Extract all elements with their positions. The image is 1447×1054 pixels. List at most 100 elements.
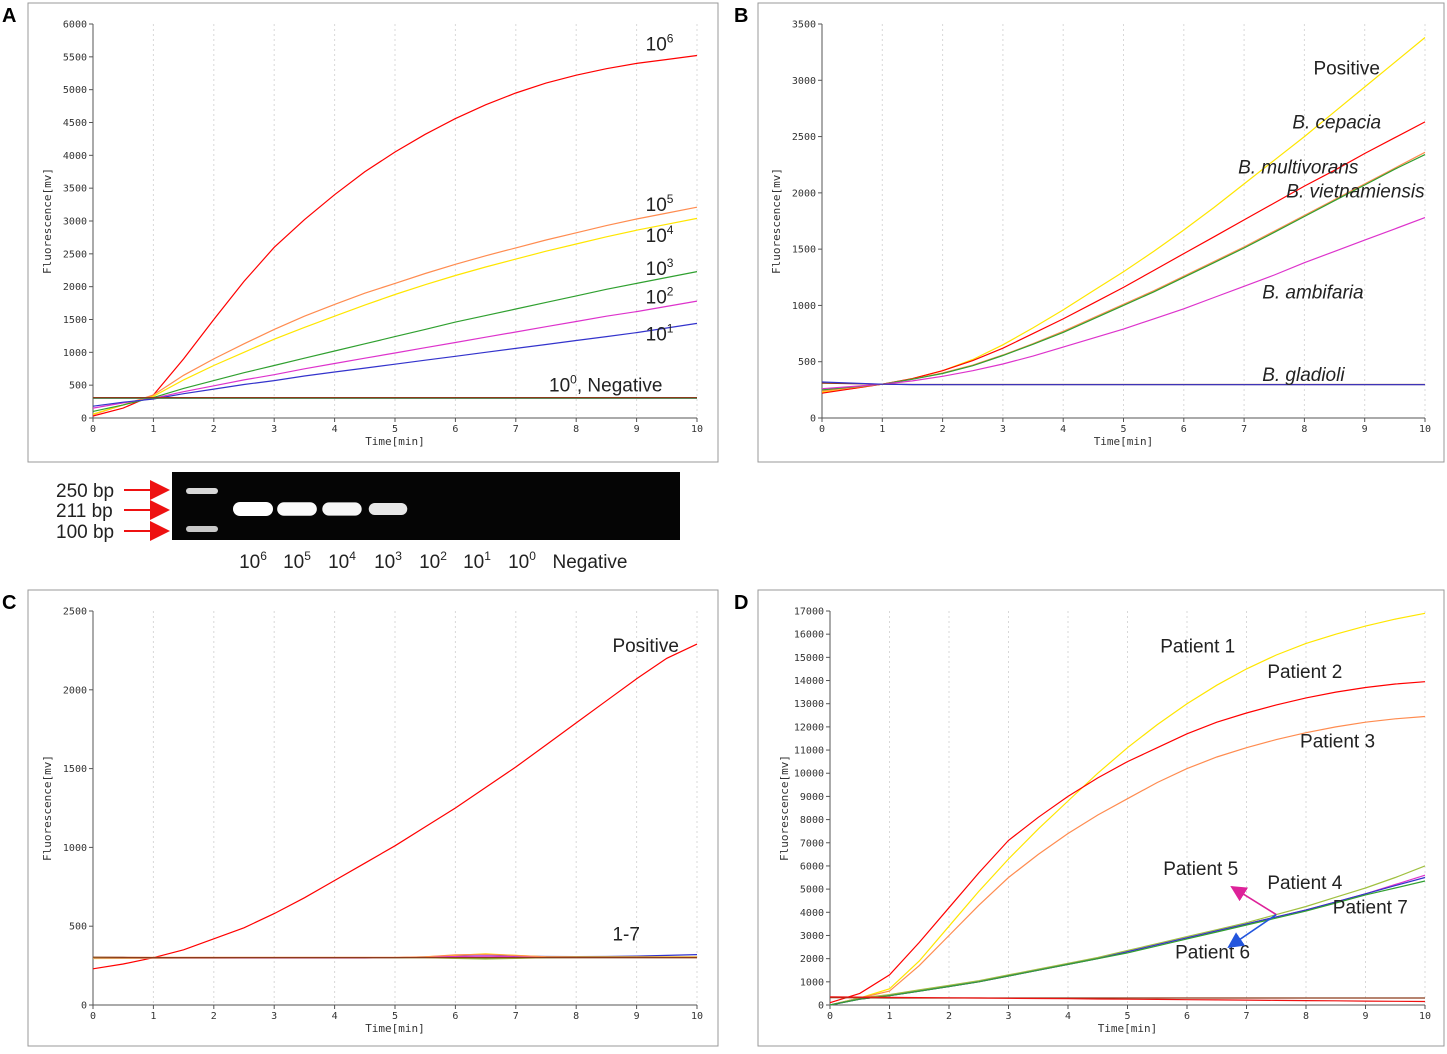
gel-sample-band [369, 503, 408, 515]
series-annotation: Positive [1313, 59, 1380, 80]
y-tick-label: 1000 [800, 977, 824, 988]
x-tick-label: 8 [1303, 1011, 1309, 1022]
y-tick-label: 6000 [800, 861, 824, 872]
y-tick-label: 9000 [800, 792, 824, 803]
gel-sample-band [322, 502, 361, 515]
y-tick-label: 8000 [800, 815, 824, 826]
x-tick-label: 2 [211, 424, 217, 435]
x-tick-label: 7 [513, 1011, 519, 1022]
gel-marker-label: 250 bp [56, 481, 114, 502]
panel-letter-c: C [2, 592, 16, 614]
x-tick-label: 3 [1000, 424, 1006, 435]
y-tick-label: 500 [69, 381, 87, 392]
x-tick-label: 3 [271, 1011, 277, 1022]
y-tick-label: 16000 [794, 630, 824, 641]
y-tick-label: 5000 [800, 885, 824, 896]
x-tick-label: 2 [211, 1011, 217, 1022]
x-axis-label: Time[min] [1098, 1022, 1158, 1035]
y-tick-label: 2500 [63, 607, 87, 618]
y-axis-label: Fluorescence[mv] [770, 168, 783, 274]
series-annotation: B. multivorans [1238, 158, 1359, 179]
x-tick-label: 5 [1120, 424, 1126, 435]
y-tick-label: 5500 [63, 52, 87, 63]
series-annotation: 1-7 [612, 924, 639, 945]
y-tick-label: 10000 [794, 769, 824, 780]
x-tick-label: 3 [271, 424, 277, 435]
y-tick-label: 2000 [800, 954, 824, 965]
y-tick-label: 1000 [63, 843, 87, 854]
y-tick-label: 0 [81, 414, 87, 425]
x-tick-label: 7 [1243, 1011, 1249, 1022]
y-tick-label: 2500 [63, 249, 87, 260]
x-tick-label: 1 [886, 1011, 892, 1022]
y-tick-label: 0 [81, 1001, 87, 1012]
y-tick-label: 2000 [63, 685, 87, 696]
x-tick-label: 10 [691, 424, 703, 435]
x-tick-label: 4 [332, 424, 338, 435]
y-tick-label: 0 [810, 414, 816, 425]
x-tick-label: 8 [1301, 424, 1307, 435]
y-tick-label: 1000 [63, 348, 87, 359]
x-tick-label: 9 [1362, 1011, 1368, 1022]
x-tick-label: 0 [827, 1011, 833, 1022]
x-tick-label: 4 [1060, 424, 1066, 435]
y-tick-label: 1000 [792, 301, 816, 312]
gel-marker-label: 211 bp [56, 501, 113, 522]
x-tick-label: 4 [1065, 1011, 1071, 1022]
x-tick-label: 6 [452, 1011, 458, 1022]
gel-sample-band [233, 502, 273, 516]
y-tick-label: 3500 [63, 184, 87, 195]
y-axis-label: Fluorescence[mv] [41, 168, 54, 274]
y-axis-label: Fluorescence[mv] [778, 755, 791, 861]
panel-letter-d: D [734, 592, 748, 614]
y-tick-label: 2000 [63, 282, 87, 293]
gel-lane-label: 106 [239, 549, 267, 573]
x-tick-label: 2 [946, 1011, 952, 1022]
series-annotation: Patient 7 [1333, 897, 1408, 918]
x-tick-label: 5 [392, 424, 398, 435]
x-tick-label: 6 [452, 424, 458, 435]
x-tick-label: 1 [150, 1011, 156, 1022]
y-tick-label: 1500 [792, 245, 816, 256]
series-annotation: B. cepacia [1292, 113, 1381, 134]
y-tick-label: 13000 [794, 699, 824, 710]
series-annotation: B. gladioli [1262, 365, 1345, 386]
gel-lane-label: 103 [374, 549, 402, 573]
y-tick-label: 4000 [63, 151, 87, 162]
series-annotation: Positive [612, 636, 679, 657]
x-tick-label: 9 [1362, 424, 1368, 435]
y-tick-label: 14000 [794, 676, 824, 687]
x-tick-label: 3 [1005, 1011, 1011, 1022]
x-tick-label: 9 [634, 1011, 640, 1022]
x-tick-label: 1 [879, 424, 885, 435]
gel-marker-label: 100 bp [56, 522, 114, 543]
y-tick-label: 1500 [63, 315, 87, 326]
y-tick-label: 11000 [794, 746, 824, 757]
gel-ladder-band-100 [186, 526, 218, 532]
panel-c-frame [28, 590, 718, 1046]
gel-lane-label: 102 [419, 549, 447, 573]
y-tick-label: 1500 [63, 764, 87, 775]
x-tick-label: 10 [1419, 1011, 1431, 1022]
y-tick-label: 2500 [792, 132, 816, 143]
y-tick-label: 12000 [794, 722, 824, 733]
y-tick-label: 500 [69, 922, 87, 933]
gel-lane-label: 104 [328, 549, 356, 573]
series-annotation: Patient 4 [1267, 873, 1342, 894]
x-tick-label: 7 [513, 424, 519, 435]
y-tick-label: 500 [798, 357, 816, 368]
gel-lane-label: 101 [463, 549, 491, 573]
gel-sample-band [277, 502, 317, 516]
gel-lane-label: 100 [508, 549, 536, 573]
x-tick-label: 6 [1184, 1011, 1190, 1022]
series-annotation: B. ambifaria [1262, 283, 1363, 304]
x-tick-label: 4 [332, 1011, 338, 1022]
x-tick-label: 2 [940, 424, 946, 435]
panel-letter-b: B [734, 5, 748, 27]
gel-lane-label: Negative [553, 552, 628, 573]
x-tick-label: 0 [90, 424, 96, 435]
y-tick-label: 7000 [800, 838, 824, 849]
series-annotation: Patient 6 [1175, 943, 1250, 964]
y-tick-label: 4000 [800, 908, 824, 919]
